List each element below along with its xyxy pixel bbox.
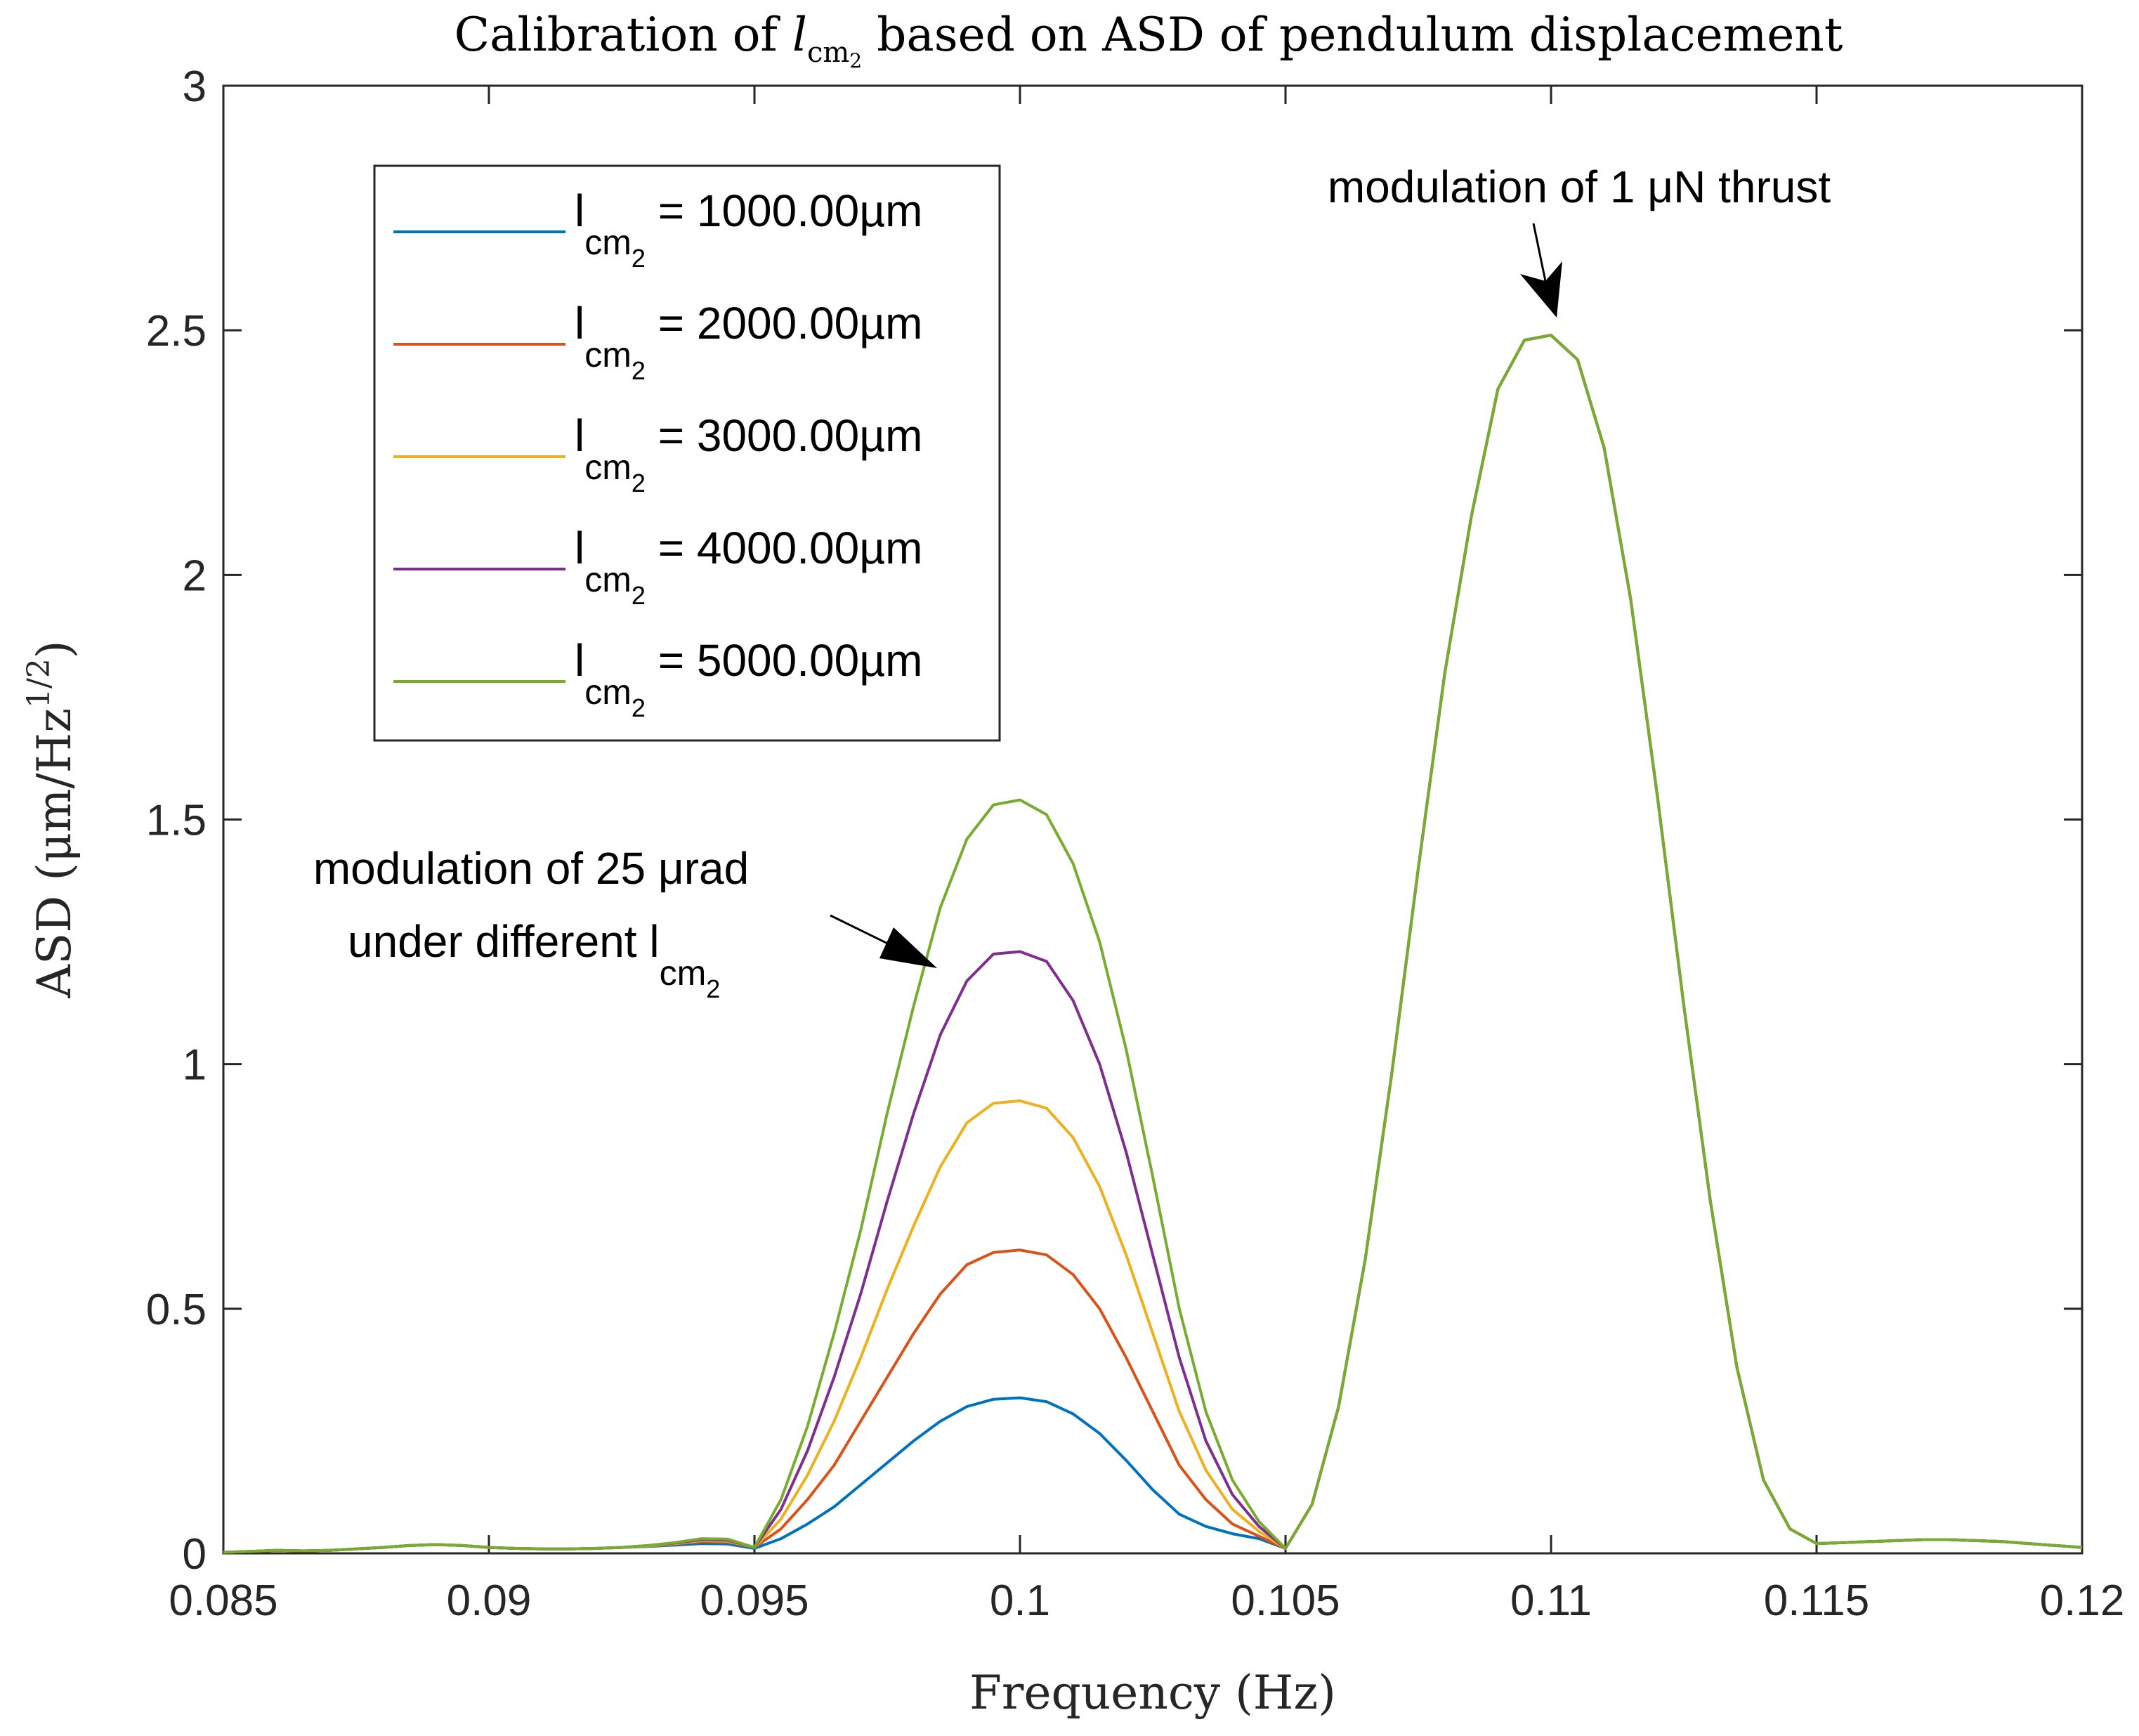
x-axis-title: Frequency (Hz) xyxy=(969,1666,1336,1720)
x-tick-label: 0.095 xyxy=(700,1577,809,1625)
y-tick-label: 0 xyxy=(183,1530,207,1579)
legend-label-2: lcm2 = 2000.00µm xyxy=(575,298,922,385)
x-tick-label: 0.105 xyxy=(1231,1577,1340,1625)
y-tick-label: 1 xyxy=(183,1041,207,1090)
annotation-angle-line2: under different lcm2 xyxy=(348,916,720,1003)
axis-ticks: 0.085 0.09 0.095 0.1 0.105 0.11 0.115 0.12 0 0.5 1… xyxy=(146,63,2125,1625)
x-tick-label: 0.12 xyxy=(2040,1577,2125,1625)
annotation-thrust: modulation of 1 μN thrust xyxy=(1328,162,1831,318)
legend-label-4: lcm2 = 4000.00µm xyxy=(575,523,922,610)
x-tick-label: 0.1 xyxy=(990,1577,1050,1625)
annotation-thrust-arrowhead xyxy=(1520,261,1562,318)
y-tick-label: 2.5 xyxy=(146,307,207,355)
chart-title: Calibration of lcm2 based on ASD of pend… xyxy=(454,8,1843,72)
legend-label-1: lcm2 = 1000.00µm xyxy=(575,185,922,273)
legend-box xyxy=(373,164,1001,742)
series-line-5 xyxy=(223,334,2083,1554)
annotation-angle-line1: modulation of 25 μrad xyxy=(313,843,749,894)
legend-label-3: lcm2 = 3000.00µm xyxy=(575,410,922,497)
legend: lcm2 = 1000.00µm lcm2 = 2000.00µm lcm2 = 3… xyxy=(373,164,1001,742)
annotation-thrust-arrow-shaft xyxy=(1532,223,1547,282)
y-tick-label: 2 xyxy=(183,552,207,600)
annotation-angle-arrowhead xyxy=(879,927,937,968)
series-lines xyxy=(223,334,2083,1554)
x-tick-label: 0.09 xyxy=(447,1577,532,1625)
x-tick-label: 0.085 xyxy=(169,1577,277,1625)
y-tick-label: 1.5 xyxy=(146,797,207,845)
annotation-angle: modulation of 25 μrad under different lc… xyxy=(313,843,937,1003)
x-tick-label: 0.11 xyxy=(1510,1577,1592,1625)
y-tick-label: 0.5 xyxy=(146,1286,207,1334)
annotation-thrust-text: modulation of 1 μN thrust xyxy=(1328,162,1831,212)
y-tick-label: 3 xyxy=(183,63,207,111)
y-axis-title: ASD (μm/Hz1/2) xyxy=(21,640,81,998)
legend-label-5: lcm2 = 5000.00µm xyxy=(575,635,922,722)
x-tick-label: 0.115 xyxy=(1764,1577,1870,1625)
